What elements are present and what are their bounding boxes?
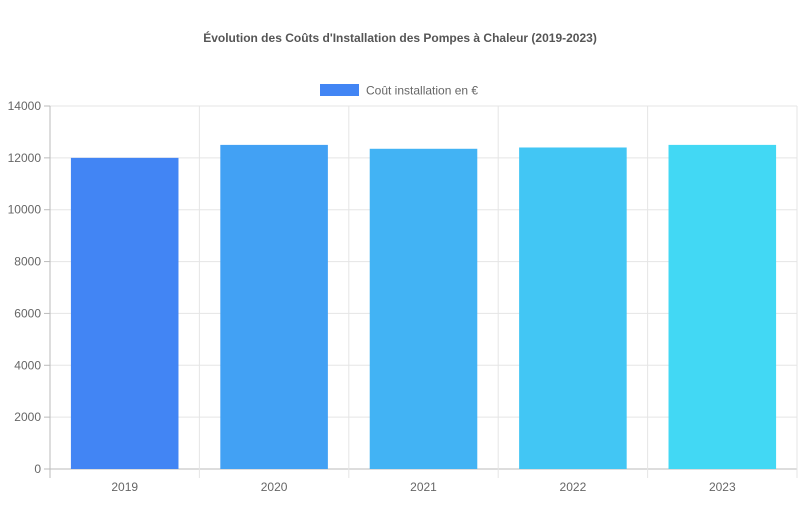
y-tick-label: 4000 [14, 358, 41, 372]
y-tick-label: 8000 [14, 255, 41, 269]
legend[interactable]: Coût installation en € [320, 84, 478, 98]
bar-2020[interactable] [220, 144, 328, 469]
y-tick-label: 2000 [14, 410, 41, 424]
axes: 0 2000 4000 6000 8000 10000 12000 14000 2019 2020… [8, 99, 736, 494]
x-tick-label: 2021 [410, 480, 437, 494]
bar-2019[interactable] [70, 157, 179, 469]
legend-label: Coût installation en € [366, 84, 478, 98]
x-tick-label: 2020 [261, 480, 288, 494]
x-tick-label: 2023 [709, 480, 736, 494]
x-tick-label: 2022 [560, 480, 587, 494]
bar-2023[interactable] [668, 144, 777, 469]
y-tick-label: 6000 [14, 306, 41, 320]
x-tick-label: 2019 [111, 480, 138, 494]
y-tick-label: 0 [34, 462, 41, 476]
bar-2021[interactable] [369, 148, 478, 469]
chart-title: Évolution des Coûts d'Installation des P… [203, 30, 597, 45]
bar-2022[interactable] [519, 147, 627, 469]
legend-swatch [320, 84, 359, 96]
bars [70, 144, 777, 469]
y-tick-label: 10000 [8, 203, 42, 217]
y-tick-label: 12000 [8, 151, 42, 165]
y-tick-label: 14000 [8, 99, 42, 113]
